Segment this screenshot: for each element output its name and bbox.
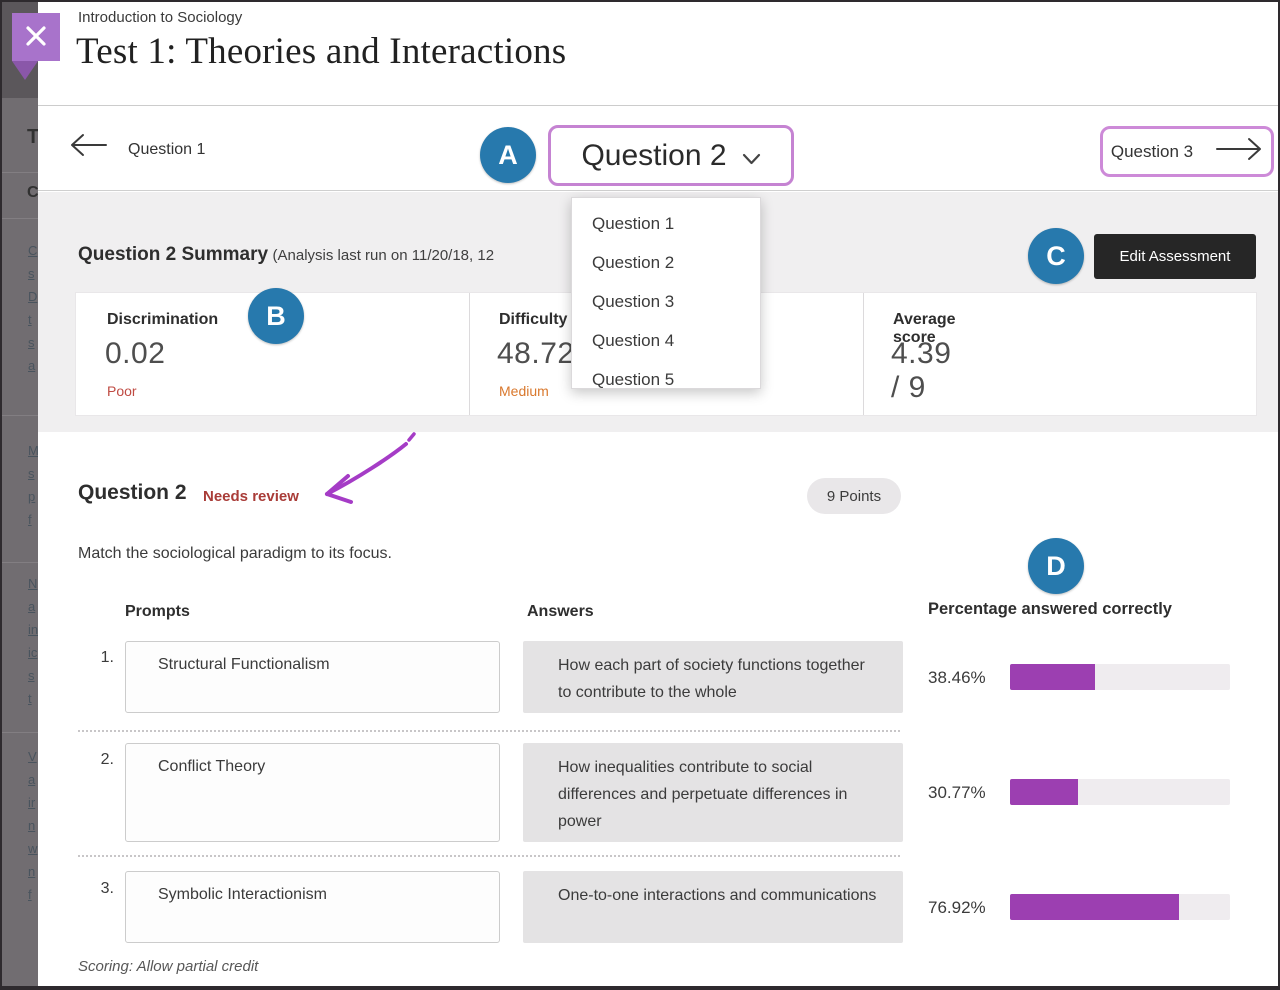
percent-bar-fill xyxy=(1010,894,1180,920)
answer-box: How inequalities contribute to social di… xyxy=(523,743,903,842)
dropdown-item-question-5[interactable]: Question 5 xyxy=(592,370,675,389)
dropdown-item-question-1[interactable]: Question 1 xyxy=(592,214,675,233)
dropdown-item-question-2[interactable]: Question 2 xyxy=(592,253,675,272)
dropdown-item-question-3[interactable]: Question 3 xyxy=(592,292,675,311)
scoring-note: Scoring: Allow partial credit xyxy=(78,958,259,975)
question-stem: Match the sociological paradigm to its f… xyxy=(78,545,392,562)
next-question-button[interactable]: Question 3 xyxy=(1100,126,1274,177)
row-divider xyxy=(78,730,900,732)
percent-label: 38.46% xyxy=(928,668,986,687)
prompt-box: Conflict Theory xyxy=(125,743,500,842)
close-button[interactable] xyxy=(12,13,60,61)
answers-column-header: Answers xyxy=(527,603,594,620)
next-question-label: Question 3 xyxy=(1110,141,1194,161)
percent-label: 30.77% xyxy=(928,783,986,802)
stat-label: Average score xyxy=(893,311,956,346)
prompts-column-header: Prompts xyxy=(125,603,190,620)
page-title: Test 1: Theories and Interactions xyxy=(76,31,567,72)
question-dropdown-menu: Question 1 Question 2 Question 3 Questio… xyxy=(571,197,761,389)
background-text-fragment: C xyxy=(27,184,39,201)
edit-assessment-button[interactable]: Edit Assessment xyxy=(1094,234,1256,279)
percent-bar xyxy=(1010,894,1230,920)
stat-value: 0.02 xyxy=(105,337,166,370)
chart-title: Percentage answered correctly xyxy=(928,600,1172,618)
panel-header: Introduction to Sociology Test 1: Theori… xyxy=(38,0,1280,106)
previous-question-button[interactable] xyxy=(68,131,108,161)
row-divider xyxy=(78,855,900,857)
stat-value: 4.39 / 9 xyxy=(891,337,952,404)
percent-bar-fill xyxy=(1010,664,1095,690)
stat-label: Difficulty xyxy=(499,311,568,328)
arrow-left-icon xyxy=(68,134,108,162)
percent-bar-fill xyxy=(1010,779,1078,805)
needs-review-link[interactable]: Needs review xyxy=(203,488,299,505)
points-badge: 9 Points xyxy=(807,478,901,514)
callout-badge-a: A xyxy=(480,127,536,183)
callout-badge-c: C xyxy=(1028,228,1084,284)
current-question-label: Question 2 xyxy=(581,138,727,172)
ribbon-fold xyxy=(12,61,38,80)
question-heading: Question 2 xyxy=(78,481,187,504)
background-text-fragment: T xyxy=(27,126,40,148)
callout-badge-b: B xyxy=(248,288,304,344)
question-selector-dropdown[interactable]: Question 2 xyxy=(548,125,794,186)
stat-label: Discrimination xyxy=(107,311,219,328)
answer-box: How each part of society functions toget… xyxy=(523,641,903,713)
arrow-right-icon xyxy=(1215,136,1263,167)
answer-box: One-to-one interactions and communicatio… xyxy=(523,871,903,943)
dropdown-item-question-4[interactable]: Question 4 xyxy=(592,331,675,350)
prompt-box: Structural Functionalism xyxy=(125,641,500,713)
course-label: Introduction to Sociology xyxy=(78,9,243,26)
summary-heading: Question 2 Summary xyxy=(78,244,269,265)
previous-question-label[interactable]: Question 1 xyxy=(128,141,206,158)
stat-qualifier: Medium xyxy=(499,383,549,399)
close-icon xyxy=(25,25,47,50)
callout-badge-d: D xyxy=(1028,538,1084,594)
chevron-down-icon xyxy=(742,139,761,173)
row-number: 1. xyxy=(100,649,114,666)
analysis-last-run-note: (Analysis last run on 11/20/18, 12 xyxy=(272,247,495,264)
row-number: 3. xyxy=(100,880,114,897)
row-number: 2. xyxy=(100,751,114,768)
stat-qualifier: Poor xyxy=(107,383,137,399)
percent-bar xyxy=(1010,664,1230,690)
question-nav-bar: Question 1 Question 2 Question 3 xyxy=(38,106,1280,191)
percent-bar xyxy=(1010,779,1230,805)
percent-label: 76.92% xyxy=(928,898,986,917)
prompt-box: Symbolic Interactionism xyxy=(125,871,500,943)
